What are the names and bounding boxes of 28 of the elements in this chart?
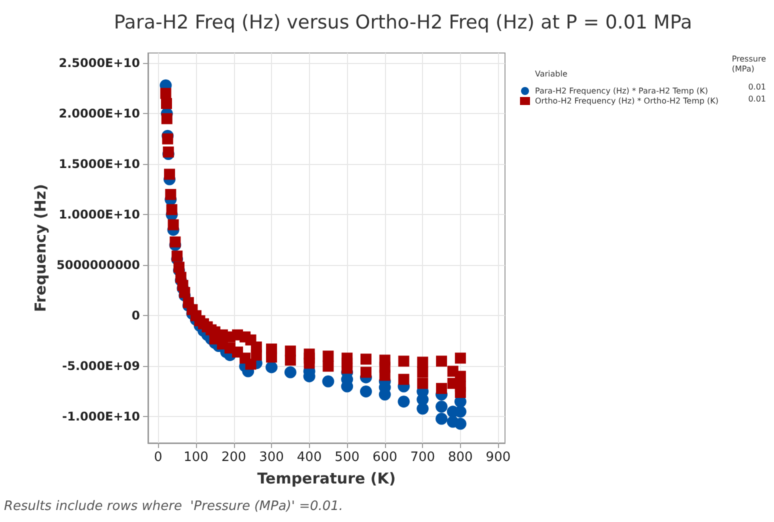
x-tick-label: 500: [334, 450, 360, 465]
text: 0.01: [748, 82, 766, 92]
x-axis-title: Temperature (K): [257, 470, 396, 488]
chart-title: Para-H2 Freq (Hz) versus Ortho-H2 Freq (Hz) at P = 0.01 MPa: [114, 12, 692, 34]
y-tick-label: 0: [132, 308, 140, 323]
text: 0.01: [748, 94, 766, 104]
y-tick-label: 1.5000E+10: [58, 157, 140, 172]
y-tick-label: -5.000E+09: [62, 359, 140, 374]
y-tick-label: 1.0000E+10: [58, 208, 140, 222]
x-tick-label: 700: [410, 450, 436, 465]
legend-title: Variable: [535, 70, 568, 78]
text: Pressure (MPa): [732, 54, 766, 74]
text: Results include rows where 'Pressure (MPa)' =0.01.: [4, 499, 344, 514]
x-tick-label: 0: [154, 450, 162, 465]
y-tick-label: 2.0000E+10: [58, 106, 140, 121]
x-tick-label: 900: [486, 450, 511, 465]
legend-label: Para-H2 Frequency (Hz) * Para-H2 Temp (K): [535, 86, 708, 96]
y-tick-label: 5000000000: [56, 258, 140, 272]
x-tick-label: 200: [221, 450, 246, 465]
x-tick-label: 400: [296, 450, 322, 465]
y-tick-label: -1.000E+10: [62, 410, 140, 424]
y-tick-label: 2.5000E+10: [58, 56, 140, 70]
x-tick-label: 300: [259, 450, 284, 465]
x-tick-label: 600: [372, 450, 398, 465]
legend-label: Ortho-H2 Frequency (Hz) * Ortho-H2 Temp (K): [535, 96, 719, 106]
x-tick-label: 800: [448, 450, 473, 465]
x-tick-label: 100: [184, 450, 208, 465]
y-axis-title: Frequency (Hz): [32, 184, 50, 312]
